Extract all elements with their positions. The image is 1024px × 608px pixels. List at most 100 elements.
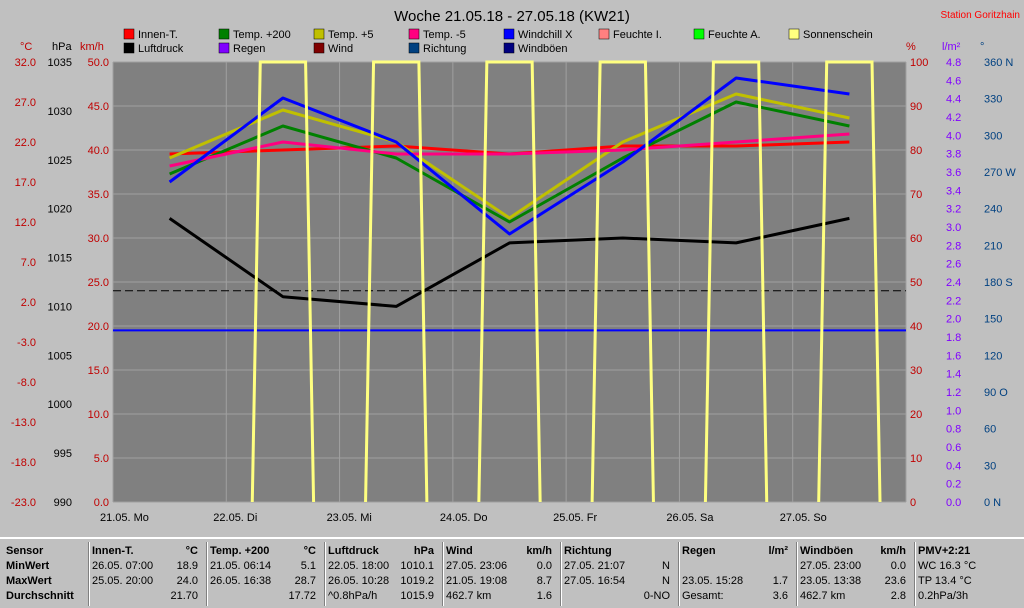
stats-label: 462.7 km (446, 590, 492, 602)
stats-value: 28.7 (294, 575, 316, 587)
series-line-temp-200 (169, 100, 850, 224)
celsius-tick-label: 32.0 (15, 57, 36, 69)
day-tick-label: 26.05. Sa (666, 512, 714, 524)
legend-label: Innen-T. (138, 29, 178, 41)
stats-value: 1010.1 (400, 560, 434, 572)
pct-tick-label: 80 (910, 145, 922, 157)
stats-unit: °C (303, 545, 316, 557)
column-separator (678, 542, 680, 606)
legend-swatch (503, 42, 515, 54)
dir-tick-label: 180 S (984, 277, 1013, 289)
rain-tick-label: 1.4 (946, 369, 961, 381)
legend-swatch (598, 28, 610, 40)
chart-title: Woche 21.05.18 - 27.05.18 (KW21) (394, 8, 630, 25)
stats-label: 27.05. 23:06 (446, 560, 508, 572)
stats-value: 0-NO (643, 590, 670, 602)
celsius-tick-label: -23.0 (11, 497, 36, 509)
legend-swatch (313, 28, 325, 40)
stats-value: 21.70 (170, 590, 198, 602)
sunshine-series (477, 60, 542, 503)
rain-unit: l/m² (942, 41, 961, 53)
series-line-windchill-x (168, 76, 850, 236)
legend-label: Regen (233, 43, 265, 55)
series-line-temp-5 (169, 92, 850, 220)
rain-tick-label: 0.4 (946, 460, 961, 472)
dir-tick-label: 240 (984, 204, 1002, 216)
stats-label: Gesamt: (682, 590, 724, 602)
pct-unit: % (906, 41, 916, 53)
celsius-tick-label: -18.0 (11, 457, 36, 469)
legend-label: Windböen (518, 43, 568, 55)
stats-label: WC 16.3 °C (918, 560, 977, 572)
celsius-tick-label: 17.0 (15, 177, 36, 189)
stats-label: 27.05. 21:07 (564, 560, 626, 572)
dir-tick-label: 330 (984, 94, 1002, 106)
day-tick-label: 24.05. Do (440, 512, 488, 524)
stats-value: 1.6 (536, 590, 552, 602)
legend-swatch (123, 42, 135, 54)
legend-label: Temp. +200 (233, 29, 291, 41)
stats-value: 0.0 (536, 560, 552, 572)
stats-column: Richtung 27.05. 21:07 N 27.05. 16:54 N 0-NO (564, 542, 676, 608)
celsius-tick-label: 22.0 (15, 137, 36, 149)
stats-label: 27.05. 16:54 (564, 575, 626, 587)
legend-swatch (313, 42, 325, 54)
kmh-tick-label: 15.0 (88, 365, 109, 377)
day-tick-label: 22.05. Di (213, 512, 257, 524)
stats-header: Sensor (6, 545, 44, 557)
stats-value: 1015.9 (400, 590, 434, 602)
legend-label: Richtung (423, 43, 466, 55)
stats-value: 2.8 (890, 590, 906, 602)
rain-tick-label: 2.8 (946, 240, 961, 252)
stats-label: 23.05. 13:38 (800, 575, 862, 587)
day-tick-label: 21.05. Mo (100, 512, 149, 524)
stats-unit: hPa (413, 545, 434, 557)
rain-tick-label: 2.2 (946, 295, 961, 307)
stats-label: 27.05. 23:00 (800, 560, 862, 572)
column-separator (88, 542, 90, 606)
legend-label: Wind (328, 43, 353, 55)
stats-header: Regen (682, 545, 716, 557)
stats-header: Innen-T. (92, 545, 134, 557)
stats-value: 8.7 (536, 575, 552, 587)
dir-tick-label: 60 (984, 424, 996, 436)
rain-tick-label: 4.8 (946, 57, 961, 69)
stats-header: Richtung (564, 545, 612, 557)
stats-label: 26.05. 16:38 (210, 575, 272, 587)
celsius-tick-label: -13.0 (11, 417, 36, 429)
stats-column: Sensor MinWert MaxWert Durchschnitt (6, 542, 92, 608)
kmh-tick-label: 0.0 (94, 497, 109, 509)
kmh-tick-label: 20.0 (88, 321, 109, 333)
rain-tick-label: 4.2 (946, 112, 961, 124)
stats-table: Sensor MinWert MaxWert Durchschnitt Innen-T.… (0, 537, 1024, 608)
hpa-tick-label: 1010 (48, 301, 72, 313)
hpa-tick-label: 1035 (48, 57, 72, 69)
column-separator (442, 542, 444, 606)
pct-tick-label: 100 (910, 57, 928, 69)
rain-tick-label: 3.6 (946, 167, 961, 179)
stats-column: Windböen km/h 27.05. 23:00 0.0 23.05. 13:38 2… (800, 542, 912, 608)
stats-value: 23.6 (884, 575, 906, 587)
rain-tick-label: 3.0 (946, 222, 961, 234)
legend-label: Windchill X (518, 29, 573, 41)
stats-label: 25.05. 20:00 (92, 575, 154, 587)
kmh-unit: km/h (80, 41, 104, 53)
celsius-tick-label: 2.0 (21, 297, 36, 309)
stats-value: 1.7 (772, 575, 788, 587)
stats-column: Wind km/h 27.05. 23:06 0.0 21.05. 19:08 8.7 46… (446, 542, 558, 608)
day-tick-label: 23.05. Mi (327, 512, 372, 524)
kmh-tick-label: 25.0 (88, 277, 109, 289)
celsius-tick-label: -8.0 (17, 377, 36, 389)
hpa-tick-label: 995 (54, 448, 72, 460)
kmh-tick-label: 40.0 (88, 145, 109, 157)
stats-label: 0.2hPa/3h (918, 590, 969, 602)
legend-swatch (693, 28, 705, 40)
stats-value: 3.6 (772, 590, 788, 602)
hpa-tick-label: 1020 (48, 204, 72, 216)
stats-label: ^0.8hPa/h (328, 590, 378, 602)
series-line-temp-5 (169, 132, 850, 168)
weather-chart: 32.0 27.0 22.0 17.0 12.0 7.0 2.0 -3.0 -8.0 -13.0 -… (10, 8, 1020, 524)
stats-value: 5.1 (300, 560, 316, 572)
rain-tick-label: 1.0 (946, 405, 961, 417)
rain-tick-label: 3.8 (946, 149, 961, 161)
